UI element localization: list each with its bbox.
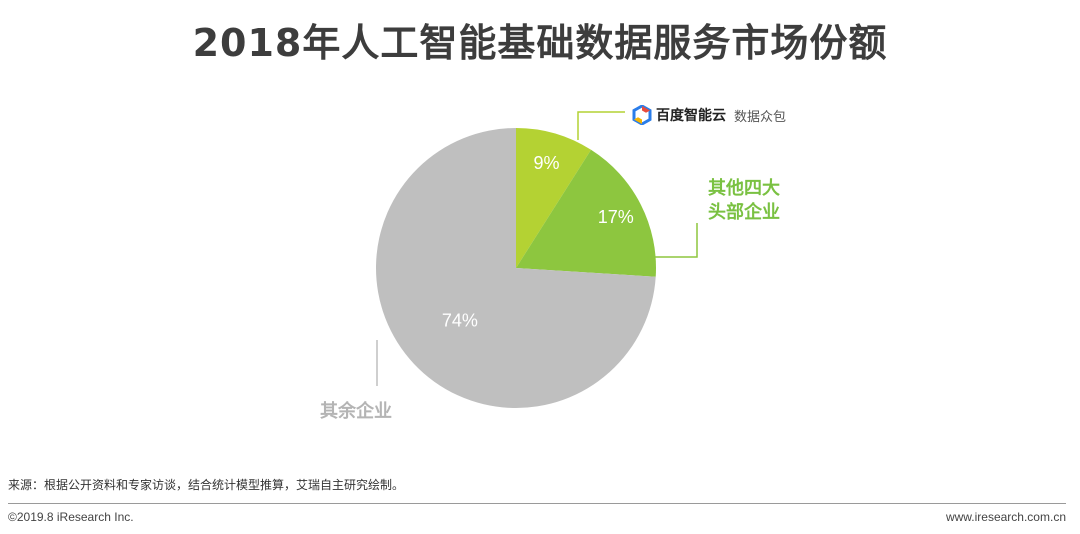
copyright: ©2019.8 iResearch Inc. (8, 510, 134, 524)
baidu-brand-label: 百度智能云 数据众包 (632, 103, 786, 127)
pie-value-label-other-four: 17% (598, 207, 634, 227)
source-note: 来源：根据公开资料和专家访谈，结合统计模型推算，艾瑞自主研究绘制。 (8, 478, 405, 492)
leader-line-other-four (655, 223, 698, 258)
pie-value-labels: 9% 17% 74% (442, 153, 634, 331)
footer-divider (8, 503, 1066, 504)
chart-title: 2018年人工智能基础数据服务市场份额 (192, 21, 888, 65)
leader-line-baidu (577, 111, 625, 140)
baidu-brand-sub: 数据众包 (734, 109, 787, 125)
pie-slice-other-four (516, 149, 656, 277)
label-rest: 其余企业 (320, 400, 392, 422)
pie-slices (376, 128, 656, 408)
pie-value-label-rest: 74% (442, 311, 478, 331)
label-other-four-line2: 头部企业 (708, 201, 780, 223)
website-link[interactable]: www.iresearch.com.cn (945, 510, 1066, 524)
pie-value-label-baidu: 9% (533, 153, 559, 173)
baidu-cloud-logo-icon (632, 105, 652, 125)
pie-slice-rest (376, 128, 656, 408)
label-other-four-line1: 其他四大 (708, 177, 780, 199)
baidu-brand-name: 百度智能云 (656, 108, 726, 124)
pie-slice-baidu (516, 128, 592, 268)
